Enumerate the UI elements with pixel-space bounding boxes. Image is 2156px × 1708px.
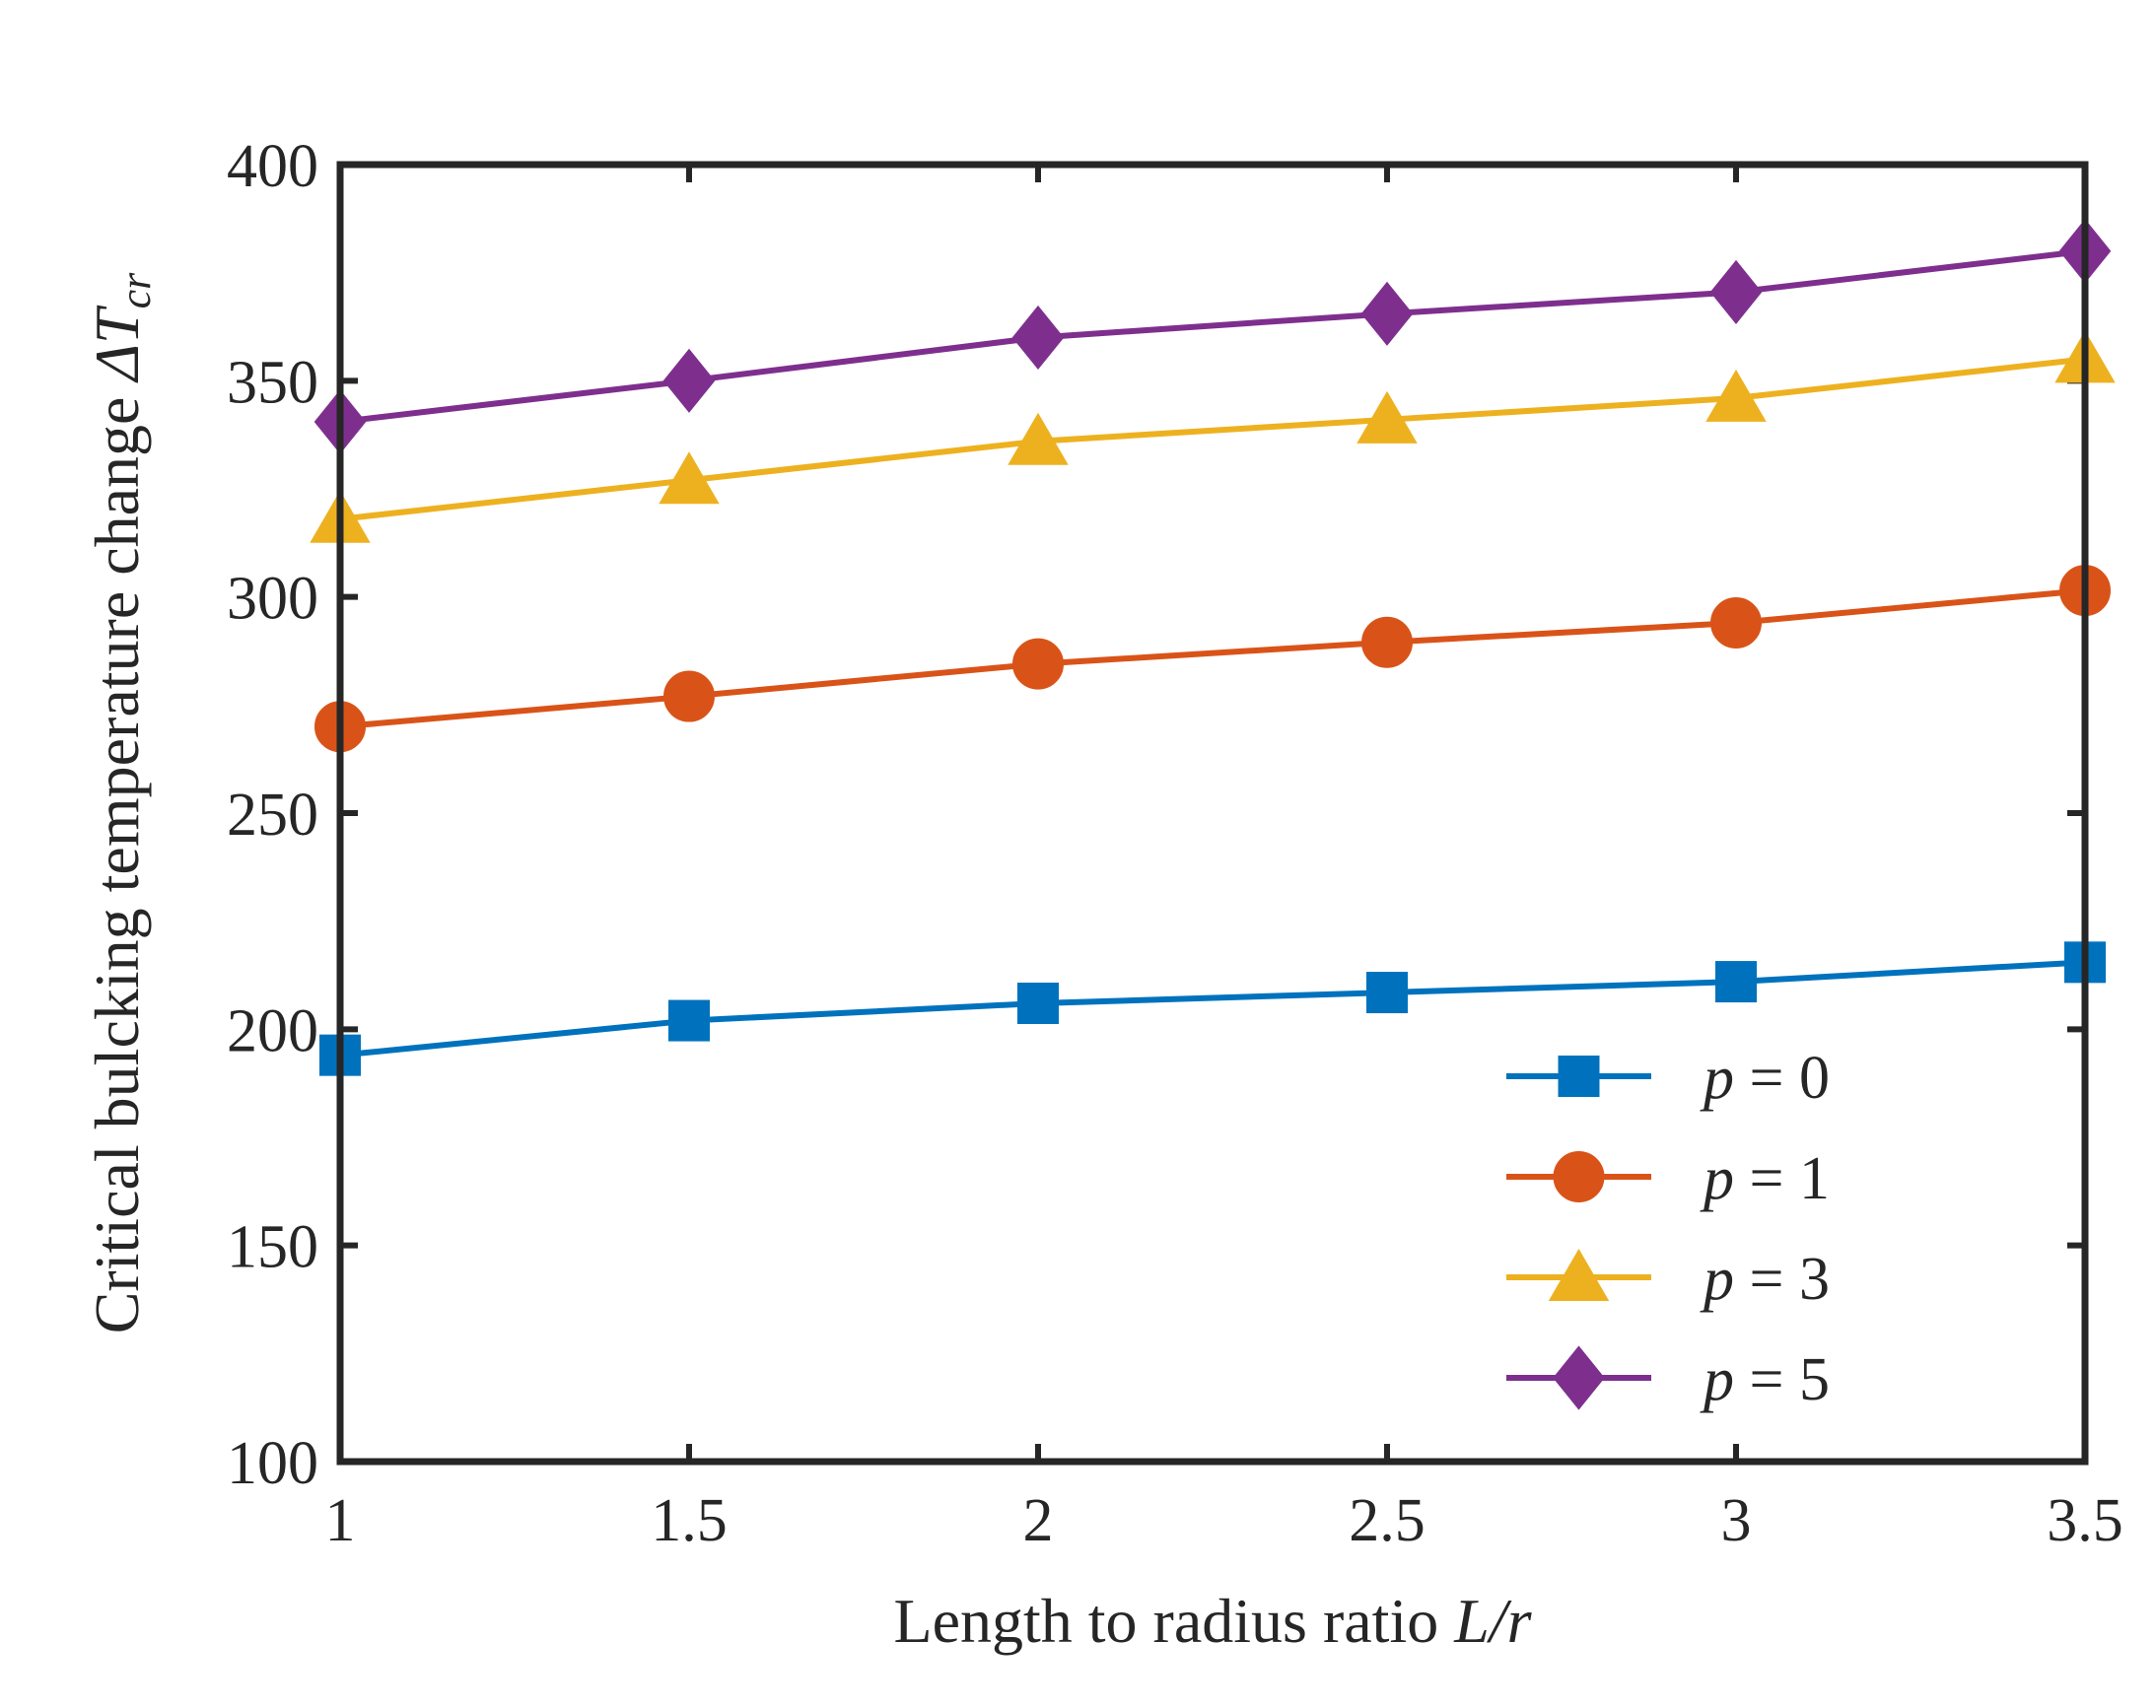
series-line [339, 247, 2086, 425]
y-axis-title-text: Critical bulcking temperature change [82, 381, 152, 1334]
data-point-square [1017, 983, 1059, 1025]
data-point-triangle [1008, 412, 1069, 465]
x-tick-label: 1.5 [651, 1487, 728, 1554]
legend-entry-2: p = 3 [1506, 1246, 1830, 1313]
legend-entry-3: p = 5 [1506, 1345, 1830, 1413]
data-point-triangle [1356, 390, 1418, 444]
data-point-square [1366, 972, 1408, 1014]
y-tick-label: 100 [227, 1430, 318, 1497]
y-axis-title: Critical bulcking temperature change ΔTc… [82, 272, 160, 1333]
x-axis-title: Length to radius ratio L/r [893, 1586, 1532, 1656]
y-axis-title-symbol: ΔT [82, 305, 152, 384]
legend-label-value: = 0 [1734, 1045, 1830, 1112]
data-point-diamond [1011, 305, 1065, 371]
series-1 [314, 565, 2111, 753]
ticks-layer: 1 1.5 2 2.5 3 3.5 100 150 200 250 300 350 400 [227, 133, 2123, 1554]
legend-label: p = 5 [1700, 1346, 1830, 1413]
legend-label-variable: p [1700, 1246, 1734, 1313]
x-axis-title-text: Length to radius ratio [893, 1586, 1454, 1656]
legend-label-value: = 5 [1734, 1346, 1830, 1413]
data-point-diamond [1360, 281, 1414, 346]
legend-label: p = 3 [1700, 1246, 1830, 1313]
data-point-diamond [662, 348, 716, 413]
x-tick-label: 3 [1721, 1487, 1752, 1554]
data-point-circle [1710, 596, 1762, 649]
legend-label-variable: p [1700, 1346, 1734, 1413]
series-0 [319, 941, 2106, 1076]
legend-marker-triangle [1548, 1249, 1610, 1301]
x-axis-title-math: L/r [1453, 1586, 1532, 1656]
series-line [339, 959, 2086, 1059]
legend-label-variable: p [1700, 1145, 1734, 1212]
series-line [339, 356, 2086, 522]
legend-marker-circle [1553, 1151, 1605, 1202]
y-tick-label: 250 [227, 782, 318, 849]
y-axis-title-subscript: cr [111, 272, 160, 309]
legend-label-value: = 1 [1734, 1145, 1830, 1212]
x-tick-label: 2.5 [1349, 1487, 1426, 1554]
y-tick-label: 400 [227, 133, 318, 200]
legend: p = 0p = 1p = 3p = 5 [1506, 1045, 1830, 1413]
y-tick-label: 150 [227, 1214, 318, 1281]
labels-layer: Length to radius ratio L/r Critical bulc… [82, 272, 1533, 1656]
legend-label: p = 0 [1700, 1045, 1830, 1112]
y-tick-label: 300 [227, 566, 318, 633]
data-point-circle [1012, 638, 1064, 690]
data-point-triangle [1705, 369, 1767, 422]
legend-entry-1: p = 1 [1506, 1145, 1830, 1212]
legend-marker-diamond [1553, 1345, 1605, 1410]
legend-entry-0: p = 0 [1506, 1045, 1830, 1112]
y-tick-label: 200 [227, 997, 318, 1064]
legend-label-variable: p [1700, 1045, 1734, 1112]
x-tick-label: 2 [1023, 1487, 1054, 1554]
legend-marker-square [1558, 1056, 1600, 1097]
data-point-triangle [659, 451, 720, 505]
plot-frame [336, 161, 2089, 1466]
x-tick-label: 3.5 [2047, 1487, 2123, 1554]
data-point-square [1715, 961, 1757, 1003]
series-line [339, 587, 2086, 730]
y-tick-label: 350 [227, 349, 318, 416]
x-tick-label: 1 [325, 1487, 356, 1554]
data-point-circle [1361, 616, 1413, 668]
legend-label: p = 1 [1700, 1145, 1830, 1212]
legend-label-value: = 3 [1734, 1246, 1830, 1313]
data-point-diamond [1709, 259, 1763, 324]
data-point-circle [663, 670, 715, 722]
data-point-square [668, 999, 710, 1042]
